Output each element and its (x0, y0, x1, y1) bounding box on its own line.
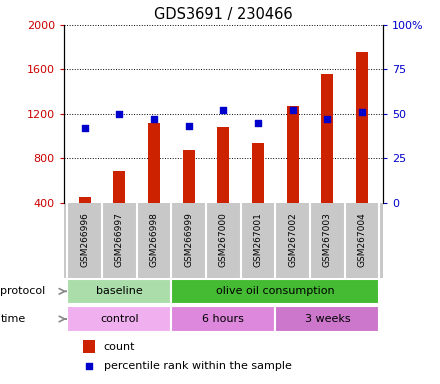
Point (220, 107, 227, 113)
Text: baseline: baseline (96, 286, 143, 296)
Text: olive oil consumption: olive oil consumption (216, 286, 335, 296)
Text: GSM266999: GSM266999 (184, 213, 193, 268)
Bar (252, 142, 264, 203)
Title: GDS3691 / 230466: GDS3691 / 230466 (154, 7, 293, 22)
Bar (356, 51, 368, 203)
Point (185, 123, 192, 129)
Bar (183, 151, 194, 203)
Point (150, 116, 158, 122)
Text: GSM267003: GSM267003 (323, 213, 332, 268)
Bar (275, 306, 379, 332)
Point (116, 111, 123, 117)
Text: time: time (0, 314, 26, 324)
Text: GSM266997: GSM266997 (115, 213, 124, 268)
Text: protocol: protocol (0, 286, 46, 296)
Point (254, 119, 261, 126)
Bar (67, 306, 171, 332)
Bar (171, 279, 379, 304)
Bar (217, 127, 229, 203)
Point (289, 107, 296, 113)
Text: GSM267001: GSM267001 (253, 213, 263, 268)
Bar (113, 172, 125, 203)
Point (85, 363, 92, 369)
Bar (171, 306, 275, 332)
Text: percentile rank within the sample: percentile rank within the sample (104, 361, 292, 371)
Bar (67, 279, 171, 304)
Text: control: control (100, 314, 139, 324)
Text: GSM267000: GSM267000 (219, 213, 228, 268)
Bar (83, 340, 95, 353)
Bar (78, 197, 91, 203)
Text: 3 weeks: 3 weeks (304, 314, 350, 324)
Text: GSM266998: GSM266998 (150, 213, 158, 268)
Point (359, 109, 366, 115)
Bar (148, 122, 160, 203)
Text: GSM267004: GSM267004 (357, 213, 367, 267)
Text: GSM267002: GSM267002 (288, 213, 297, 267)
Text: GSM266996: GSM266996 (80, 213, 89, 268)
Point (324, 116, 331, 122)
Point (81, 125, 88, 131)
Bar (286, 106, 299, 203)
Bar (321, 74, 334, 203)
Text: count: count (104, 341, 135, 351)
Text: 6 hours: 6 hours (202, 314, 244, 324)
